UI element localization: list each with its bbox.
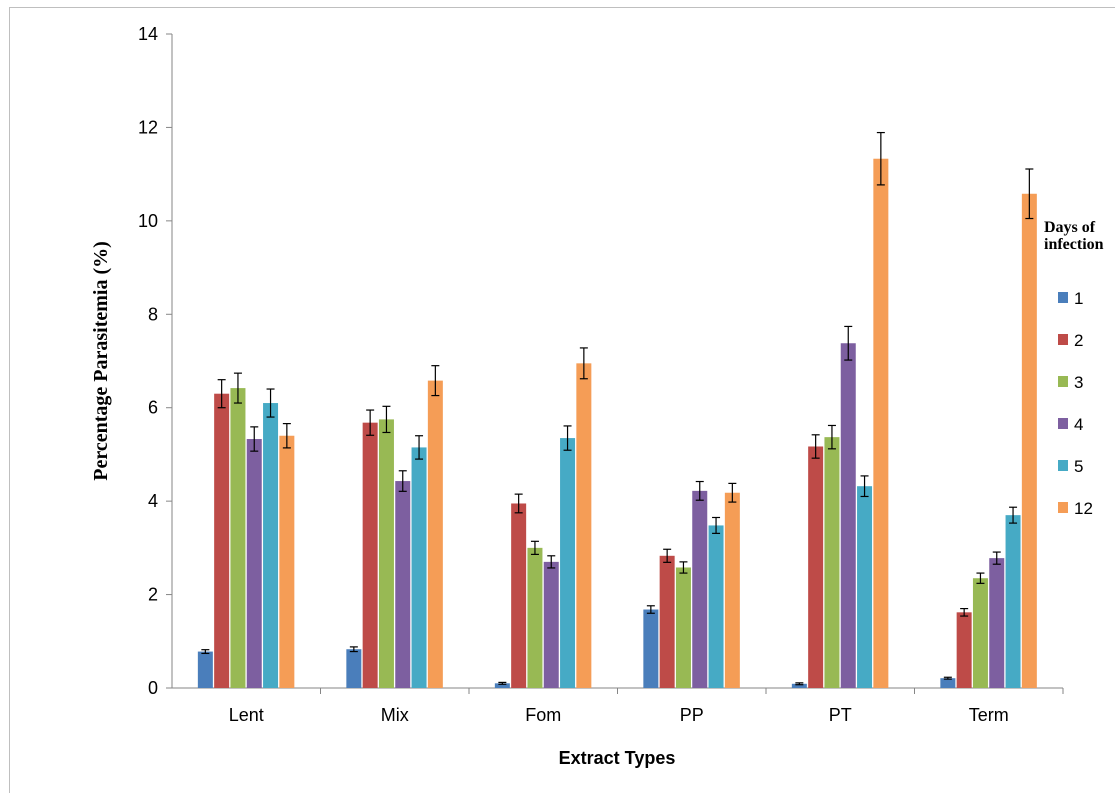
legend-swatch bbox=[1058, 292, 1068, 303]
bar-Fom-day-1 bbox=[494, 683, 510, 688]
bar-Lent-day-12 bbox=[279, 435, 295, 688]
y-tick-label: 10 bbox=[138, 211, 158, 231]
legend-swatch bbox=[1058, 460, 1068, 471]
bar-Term-day-4 bbox=[989, 558, 1005, 688]
legend-swatch bbox=[1058, 418, 1068, 429]
bar-Fom-day-5 bbox=[560, 438, 576, 688]
bar-PP-day-1 bbox=[643, 609, 659, 688]
bar-Lent-day-4 bbox=[246, 439, 262, 688]
bar-PT-day-12 bbox=[873, 158, 889, 688]
bar-PT-day-3 bbox=[824, 437, 840, 688]
x-category-label: PT bbox=[829, 705, 852, 725]
error-bars bbox=[201, 131, 1034, 686]
bar-Fom-day-2 bbox=[511, 503, 527, 688]
legend-swatch bbox=[1058, 376, 1068, 387]
x-category-label: Mix bbox=[381, 705, 409, 725]
bar-PP-day-5 bbox=[708, 525, 724, 688]
x-category-label: Lent bbox=[229, 705, 264, 725]
y-axis-ticks: 0 2 4 6 8 10 12 14 bbox=[138, 24, 172, 698]
y-tick-label: 0 bbox=[148, 678, 158, 698]
bar-PP-day-2 bbox=[659, 555, 675, 688]
x-axis-categories: Lent Mix Fom PP PT Term bbox=[229, 688, 1064, 725]
bar-Lent-day-5 bbox=[263, 403, 279, 688]
y-tick-label: 2 bbox=[148, 585, 158, 605]
bar-Fom-day-4 bbox=[543, 561, 559, 688]
bar-Fom-day-3 bbox=[527, 547, 543, 688]
legend-label: 12 bbox=[1074, 499, 1093, 518]
bar-Lent-day-1 bbox=[197, 651, 213, 688]
y-axis-label: Percentage Parasitemia (%) bbox=[90, 241, 112, 481]
x-category-label: Term bbox=[969, 705, 1009, 725]
x-axis-label: Extract Types bbox=[559, 748, 676, 768]
bar-Term-day-1 bbox=[940, 678, 956, 688]
legend-title: infection bbox=[1044, 236, 1104, 253]
bar-Term-day-2 bbox=[956, 612, 972, 688]
y-tick-label: 8 bbox=[148, 304, 158, 324]
chart-axes bbox=[171, 34, 1063, 689]
y-tick-label: 4 bbox=[148, 491, 158, 511]
legend-swatch bbox=[1058, 334, 1068, 345]
bar-PT-day-1 bbox=[791, 683, 807, 688]
x-category-label: Fom bbox=[525, 705, 561, 725]
bar-Term-day-3 bbox=[972, 578, 988, 688]
bar-Fom-day-12 bbox=[576, 363, 592, 688]
chart-bars bbox=[197, 158, 1037, 688]
legend-title: Days of bbox=[1044, 219, 1096, 236]
legend-swatch bbox=[1058, 502, 1068, 513]
legend-label: 4 bbox=[1074, 415, 1083, 434]
bar-Mix-day-3 bbox=[378, 419, 394, 688]
bar-Lent-day-3 bbox=[230, 388, 246, 688]
bar-PT-day-4 bbox=[840, 343, 856, 688]
legend-label: 5 bbox=[1074, 457, 1083, 476]
bar-Mix-day-5 bbox=[411, 447, 427, 688]
y-tick-label: 12 bbox=[138, 117, 158, 137]
bar-PT-day-5 bbox=[857, 486, 873, 688]
bar-Mix-day-4 bbox=[395, 481, 411, 688]
bar-Lent-day-2 bbox=[214, 393, 230, 688]
bar-Term-day-12 bbox=[1021, 193, 1037, 688]
legend-label: 3 bbox=[1074, 373, 1083, 392]
bar-Mix-day-2 bbox=[362, 422, 378, 688]
bar-PP-day-12 bbox=[724, 492, 740, 688]
legend-label: 2 bbox=[1074, 331, 1083, 350]
bar-Mix-day-12 bbox=[427, 380, 443, 688]
y-tick-label: 14 bbox=[138, 24, 158, 44]
legend-label: 1 bbox=[1074, 289, 1083, 308]
bar-PT-day-2 bbox=[808, 446, 824, 688]
y-tick-label: 6 bbox=[148, 398, 158, 418]
bar-Term-day-5 bbox=[1005, 515, 1021, 688]
x-category-label: PP bbox=[680, 705, 704, 725]
bar-PP-day-4 bbox=[692, 490, 708, 688]
bar-PP-day-3 bbox=[675, 567, 691, 688]
bar-Mix-day-1 bbox=[346, 649, 362, 688]
chart-frame bbox=[9, 7, 1115, 793]
